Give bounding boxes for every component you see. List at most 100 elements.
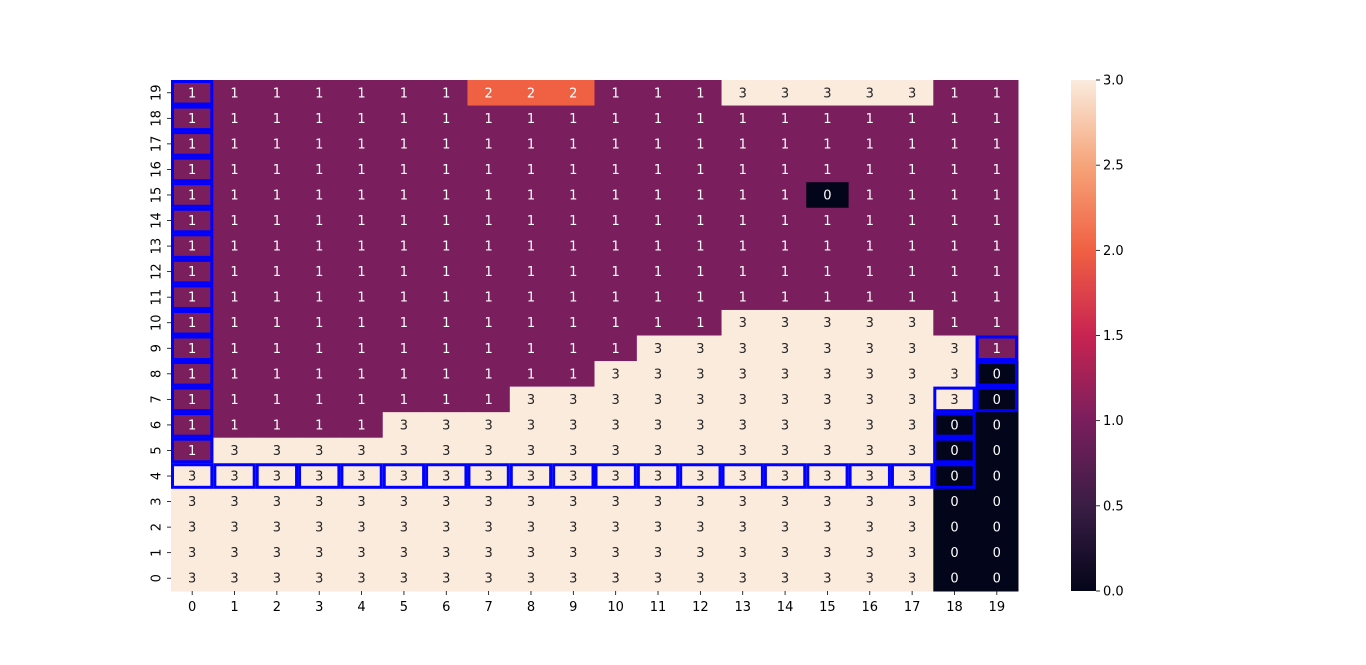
cell-value-label: 3: [612, 546, 620, 561]
cell-value-label: 3: [739, 521, 747, 536]
heatmap-cell: [679, 131, 723, 158]
heatmap-cell: [848, 437, 892, 464]
heatmap-cell: [763, 488, 807, 515]
y-tick-label: 18: [150, 110, 165, 127]
cell-value-label: 3: [315, 444, 323, 459]
cell-value-label: 1: [273, 163, 281, 178]
cell-value-label: 1: [696, 188, 704, 203]
cell-value-label: 1: [908, 163, 916, 178]
heatmap-cell: [848, 105, 892, 132]
heatmap-cell: [679, 258, 723, 285]
cell-value-label: 3: [866, 418, 874, 433]
cell-value-label: 1: [357, 163, 365, 178]
x-tick-label: 18: [946, 600, 963, 615]
cell-value-label: 1: [484, 265, 492, 280]
cell-value-label: 1: [315, 265, 323, 280]
y-tick-label: 15: [150, 187, 165, 204]
heatmap-cell: [298, 361, 341, 388]
heatmap-cell: [552, 514, 595, 541]
heatmap-cell: [509, 156, 553, 183]
heatmap-cell: [425, 207, 468, 234]
cell-value-label: 1: [484, 112, 492, 127]
highlighted-cell-outline: [594, 463, 637, 489]
cell-value-label: 1: [188, 265, 196, 280]
cell-value-label: 1: [273, 291, 281, 306]
cell-value-label: 3: [569, 521, 577, 536]
heatmap-cell: [213, 80, 257, 107]
cell-value-label: 3: [315, 521, 323, 536]
cell-value-label: 3: [781, 367, 789, 382]
heatmap-cell: [552, 361, 595, 388]
cell-value-label: 1: [442, 214, 450, 229]
heatmap-cell: [806, 156, 850, 183]
cell-value-label: 1: [993, 265, 1001, 280]
heatmap-cell: [382, 565, 426, 592]
heatmap-cell: [298, 539, 341, 566]
heatmap-cell: [509, 233, 553, 260]
heatmap-cell: [933, 156, 977, 183]
highlighted-cell-outline: [171, 207, 214, 234]
cell-value-label: 3: [696, 418, 704, 433]
heatmap-cell: [975, 233, 1019, 260]
cell-value-label: 1: [823, 163, 831, 178]
cell-value-label: 1: [188, 342, 196, 357]
heatmap-cell: [171, 412, 214, 439]
heatmap-cell: [425, 565, 468, 592]
cell-value-label: 1: [569, 367, 577, 382]
y-tick-label: 13: [150, 238, 165, 255]
cell-value-label: 0: [993, 367, 1001, 382]
highlighted-cell-outline: [171, 182, 214, 208]
heatmap-cell: [171, 335, 214, 362]
cell-value-label: 1: [866, 265, 874, 280]
cell-value-label: 1: [908, 188, 916, 203]
heatmap-cell: [721, 335, 765, 362]
cell-value-label: 1: [823, 291, 831, 306]
cell-value-label: 3: [696, 521, 704, 536]
heatmap-cell: [340, 258, 384, 285]
cell-value-label: 3: [273, 572, 281, 587]
cell-value-label: 1: [357, 188, 365, 203]
heatmap-cell: [425, 131, 468, 158]
cell-value-label: 1: [315, 291, 323, 306]
heatmap-cell: [636, 335, 680, 362]
heatmap-cell: [552, 488, 595, 515]
cell-value-label: 1: [273, 316, 281, 331]
heatmap-cell: [255, 105, 299, 132]
heatmap-cell: [509, 437, 553, 464]
y-tick-label: 0: [150, 574, 165, 582]
heatmap-cell: [298, 463, 341, 490]
cell-value-label: 3: [188, 546, 196, 561]
cell-value-label: 1: [442, 367, 450, 382]
heatmap-cell: [594, 309, 638, 336]
highlighted-cell-outline: [171, 156, 214, 183]
cell-value-label: 1: [230, 342, 238, 357]
cell-value-label: 3: [781, 444, 789, 459]
heatmap-cell: [509, 182, 553, 209]
cell-value-label: 1: [866, 137, 874, 152]
heatmap-cell: [594, 105, 638, 132]
heatmap-cell: [975, 182, 1019, 209]
cell-value-label: 1: [273, 367, 281, 382]
heatmap-cell: [890, 488, 934, 515]
cell-value-label: 3: [612, 444, 620, 459]
heatmap-cell: [975, 335, 1019, 362]
x-tick-label: 3: [315, 600, 323, 615]
heatmap-cell: [213, 539, 257, 566]
heatmap-cell: [763, 539, 807, 566]
heatmap-cell: [721, 284, 765, 311]
heatmap-cell: [340, 284, 384, 311]
cell-value-label: 1: [781, 163, 789, 178]
highlighted-cell-outline: [975, 386, 1019, 413]
cell-value-label: 1: [569, 240, 577, 255]
heatmap-cell: [806, 437, 850, 464]
cell-value-label: 1: [400, 137, 408, 152]
highlighted-path: [171, 80, 1019, 489]
heatmap-cell: [763, 284, 807, 311]
heatmap-cell: [213, 233, 257, 260]
heatmap-cell: [467, 284, 511, 311]
heatmap-cell: [806, 565, 850, 592]
cell-value-label: 1: [993, 342, 1001, 357]
x-tick-label: 1: [230, 600, 238, 615]
heatmap-cell: [848, 258, 892, 285]
heatmap-cell: [255, 233, 299, 260]
